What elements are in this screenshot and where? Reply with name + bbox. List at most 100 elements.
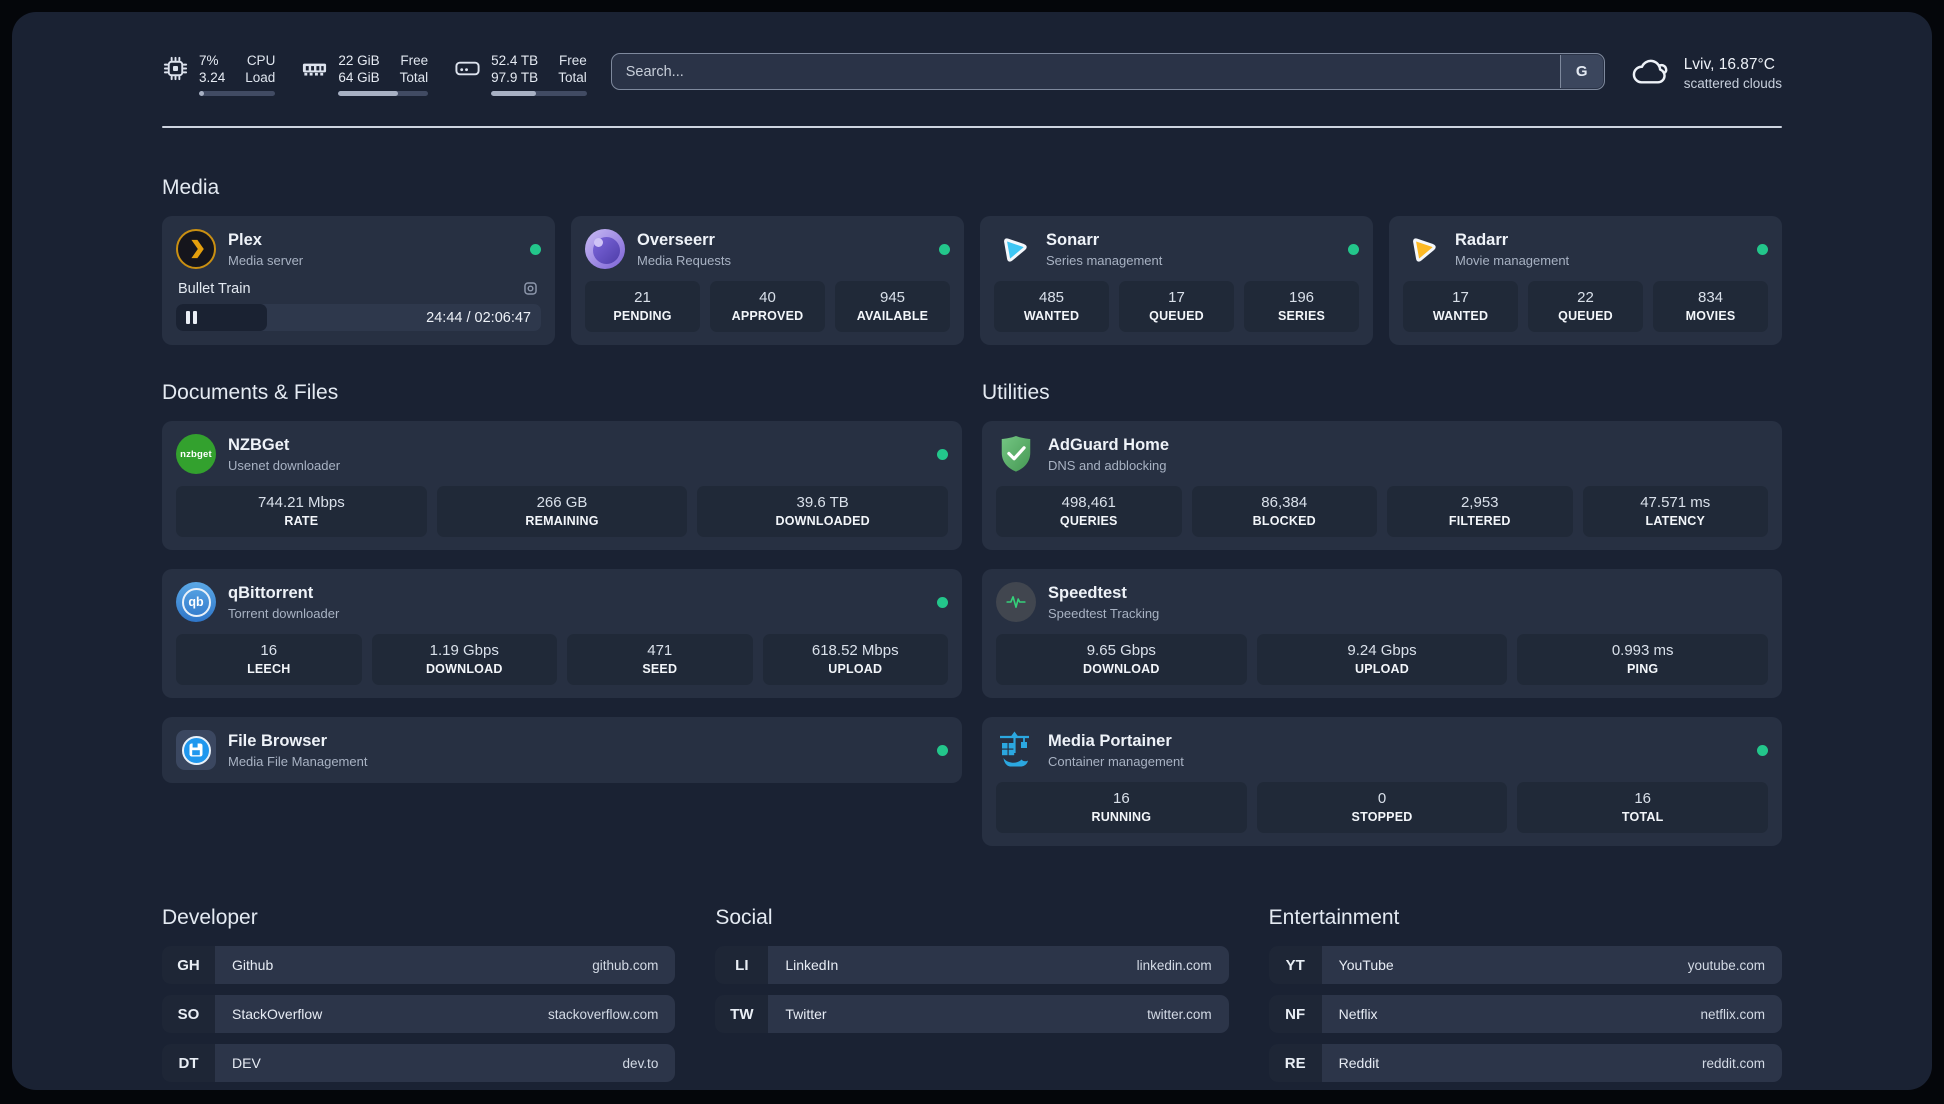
bookmark-url: twitter.com [1147, 1006, 1212, 1022]
section-social: Social LI LinkedIn linkedin.com TW Twitt… [715, 906, 1229, 1090]
plex-card-header: Plex Media server [176, 229, 541, 269]
stat-tile: 9.65 Gbps DOWNLOAD [996, 634, 1247, 685]
bookmark-twitter[interactable]: TW Twitter twitter.com [715, 995, 1229, 1033]
stat-value: 0 [1377, 790, 1387, 807]
now-playing-title: Bullet Train [178, 280, 251, 297]
app-description: Movie management [1455, 252, 1570, 268]
disk-free-value: 52.4 TB [491, 53, 539, 68]
bookmark-url: linkedin.com [1136, 957, 1212, 973]
app-card-qbittorrent[interactable]: qb qBittorrent Torrent downloader 16 LEEC… [162, 569, 962, 698]
media-cards-row: Plex Media server Bullet Train [162, 216, 1782, 345]
bookmark-linkedin[interactable]: LI LinkedIn linkedin.com [715, 946, 1229, 984]
section-title-developer: Developer [162, 906, 258, 929]
stat-tile: 39.6 TB DOWNLOADED [697, 486, 949, 537]
cpu-load-value: 3.24 [199, 70, 226, 85]
adguard-titles: AdGuard Home DNS and adblocking [1048, 436, 1169, 473]
bookmark-github[interactable]: GH Github github.com [162, 946, 676, 984]
portainer-stats: 16 RUNNING 0 STOPPED 16 TOTAL [996, 782, 1769, 833]
bookmark-netflix[interactable]: NF Netflix netflix.com [1268, 995, 1782, 1033]
status-dot-online [1348, 243, 1359, 255]
speedtest-icon [996, 582, 1036, 622]
bookmark-youtube[interactable]: YT YouTube youtube.com [1268, 946, 1782, 984]
bookmark-body: DEV dev.to [215, 1044, 676, 1082]
app-card-speedtest[interactable]: Speedtest Speedtest Tracking 9.65 Gbps DO… [982, 569, 1782, 698]
app-card-overseerr[interactable]: Overseerr Media Requests 21 PENDING 40 APP… [571, 216, 964, 345]
status-dot-online [1757, 744, 1768, 756]
disk-free-label: Free [558, 53, 587, 68]
bookmark-url: reddit.com [1701, 1055, 1765, 1071]
sonarr-icon [994, 229, 1034, 269]
nzbget-icon: nzbget [176, 434, 216, 474]
section-utilities: Utilities AdGuard Home DNS and adblockin… [982, 381, 1782, 846]
stat-value: 17 [1452, 289, 1469, 306]
bookmark-stackoverflow[interactable]: SO StackOverflow stackoverflow.com [162, 995, 676, 1033]
status-dot-online [939, 243, 950, 255]
now-playing-progress-bar[interactable]: 24:44 / 02:06:47 [176, 304, 541, 331]
stat-tile: 834 MOVIES [1653, 281, 1768, 332]
app-card-nzbget[interactable]: nzbget NZBGet Usenet downloader 744.21 M… [162, 421, 962, 550]
bookmark-body: Netflix netflix.com [1321, 995, 1782, 1033]
nzbget-stats: 744.21 Mbps RATE 266 GB REMAINING 39.6 TB D… [176, 486, 949, 537]
stat-value: 266 GB [536, 494, 588, 511]
adguard-card-header: AdGuard Home DNS and adblocking [996, 434, 1768, 474]
app-card-radarr[interactable]: Radarr Movie management 17 WANTED 22 QUEUE… [1389, 216, 1782, 345]
search-input[interactable] [610, 53, 1605, 90]
stat-tile: 2,953 FILTERED [1387, 486, 1573, 537]
section-media: Media Plex Media server Bullet Train [162, 176, 1782, 345]
speedtest-card-header: Speedtest Speedtest Tracking [996, 582, 1768, 622]
app-card-filebrowser[interactable]: File Browser Media File Management [162, 717, 962, 783]
sonarr-stats: 485 WANTED 17 QUEUED 196 SERIES [994, 281, 1359, 332]
bookmark-body: LinkedIn linkedin.com [768, 946, 1229, 984]
memory-free-label: Free [400, 53, 429, 68]
memory-total-value: 64 GiB [338, 70, 380, 85]
section-title-social: Social [715, 906, 773, 929]
cpu-usage-bar [199, 91, 276, 96]
stat-tile: 16 TOTAL [1517, 782, 1769, 833]
bookmark-body: Twitter twitter.com [768, 995, 1229, 1033]
stat-value: 40 [759, 289, 776, 306]
bookmark-name: StackOverflow [232, 1006, 323, 1022]
section-developer: Developer GH Github github.com SO StackO… [162, 906, 676, 1090]
search-engine-button[interactable]: G [1559, 55, 1603, 88]
overseerr-card-header: Overseerr Media Requests [585, 229, 950, 269]
bookmark-name: DEV [232, 1055, 261, 1071]
bookmark-url: stackoverflow.com [548, 1006, 659, 1022]
pause-icon[interactable] [186, 311, 197, 324]
radarr-card-header: Radarr Movie management [1403, 229, 1768, 269]
bookmark-body: StackOverflow stackoverflow.com [215, 995, 676, 1033]
qbittorrent-card-header: qb qBittorrent Torrent downloader [176, 582, 948, 622]
bookmark-abbr: TW [715, 995, 769, 1033]
stat-tile: 196 SERIES [1244, 281, 1359, 332]
radarr-stats: 17 WANTED 22 QUEUED 834 MOVIES [1403, 281, 1768, 332]
memory-usage-bar [338, 91, 429, 96]
bookmark-reddit[interactable]: RE Reddit reddit.com [1268, 1044, 1782, 1082]
weather-condition: scattered clouds [1683, 76, 1782, 91]
dashboard-board: 7% CPU 3.24 Load [12, 12, 1932, 1090]
app-card-plex[interactable]: Plex Media server Bullet Train [162, 216, 555, 345]
stat-label: SEED [642, 662, 678, 676]
stat-label: BLOCKED [1252, 514, 1316, 528]
stat-label: QUERIES [1059, 514, 1118, 528]
app-card-portainer[interactable]: Media Portainer Container management 16 R… [982, 717, 1782, 846]
bookmark-name: YouTube [1338, 957, 1394, 973]
now-playing-options-icon[interactable] [522, 280, 539, 297]
app-name: NZBGet [228, 435, 290, 454]
bookmark-abbr: GH [162, 946, 215, 984]
overseerr-icon [585, 229, 625, 269]
bookmark-name: Github [232, 957, 274, 973]
app-card-adguard[interactable]: AdGuard Home DNS and adblocking 498,461 Q… [982, 421, 1782, 550]
system-stat-cpu: 7% CPU 3.24 Load [162, 52, 276, 96]
stat-value: 2,953 [1460, 494, 1499, 511]
stat-label: REMAINING [525, 514, 599, 528]
bookmark-dev[interactable]: DT DEV dev.to [162, 1044, 676, 1082]
app-card-sonarr[interactable]: Sonarr Series management 485 WANTED 17 QUE… [980, 216, 1373, 345]
now-playing-progress-fill [176, 304, 268, 331]
stat-tile: 47.571 ms LATENCY [1582, 486, 1768, 537]
status-dot-online [937, 596, 948, 608]
stat-value: 86,384 [1261, 494, 1308, 511]
section-title-entertainment: Entertainment [1268, 906, 1400, 929]
cpu-stat-text: 7% CPU 3.24 Load [199, 52, 276, 96]
weather-text: Lviv, 16.87°C scattered clouds [1684, 56, 1782, 91]
stat-label: RATE [284, 514, 319, 528]
bookmark-url: netflix.com [1700, 1006, 1765, 1022]
